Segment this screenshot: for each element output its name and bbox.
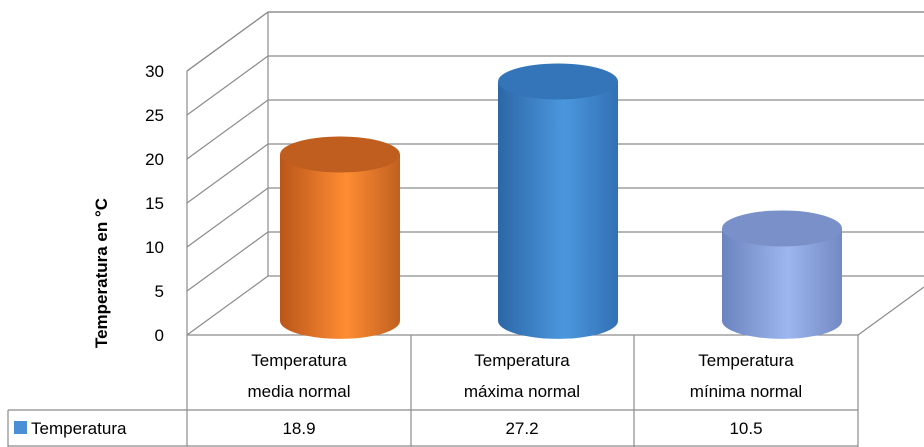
y-tick-label: 15 — [145, 194, 164, 213]
y-tick-label: 5 — [155, 282, 164, 301]
y-tick-label: 10 — [145, 238, 164, 257]
category-label: Temperatura — [474, 351, 570, 370]
category-label: media normal — [248, 382, 351, 401]
y-tick-label: 20 — [145, 150, 164, 169]
category-label: máxima normal — [464, 382, 580, 401]
bar-body — [498, 81, 618, 339]
bar-body — [280, 154, 400, 339]
bar-top — [498, 63, 618, 100]
bar — [280, 136, 400, 339]
gridline-diagonal — [186, 55, 269, 116]
bar — [498, 63, 618, 339]
gridline-diagonal — [186, 143, 269, 204]
y-axis-ticks: 0 5 10 15 20 25 30 — [145, 62, 164, 345]
gridline-diagonal — [186, 187, 269, 248]
data-value-label: 10.5 — [729, 419, 762, 438]
legend-label: Temperatura — [31, 419, 127, 438]
floor-left-diagonal — [186, 275, 269, 336]
bar-top — [280, 136, 400, 173]
y-tick-label: 25 — [145, 106, 164, 125]
y-axis-label: Temperatura en °C — [92, 198, 111, 348]
bar — [722, 210, 842, 339]
data-table-text: Temperatura media normal 18.9 Temperatura má… — [248, 351, 803, 438]
gridline-diagonal — [186, 231, 269, 292]
legend-swatch — [14, 421, 27, 434]
bars — [280, 63, 842, 339]
category-label: Temperatura — [251, 351, 347, 370]
gridline-diagonal — [186, 11, 269, 72]
category-label: mínima normal — [690, 382, 802, 401]
y-tick-label: 30 — [145, 62, 164, 81]
gridline-diagonal — [186, 99, 269, 160]
data-value-label: 18.9 — [282, 419, 315, 438]
y-tick-label: 0 — [155, 326, 164, 345]
bar-top — [722, 210, 842, 247]
data-table — [7, 335, 859, 447]
floor-right-diagonal — [857, 286, 924, 336]
bar-body — [722, 228, 842, 339]
category-label: Temperatura — [698, 351, 794, 370]
data-value-label: 27.2 — [505, 419, 538, 438]
